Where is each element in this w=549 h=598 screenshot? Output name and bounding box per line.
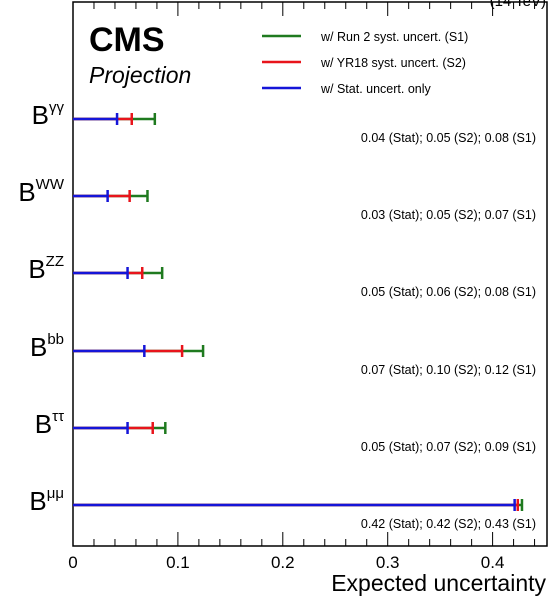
row-label: Bγγ — [32, 99, 65, 130]
row-label-superscript: ττ — [52, 408, 64, 425]
row-label-base: B — [18, 177, 35, 207]
row-annotation: 0.03 (Stat); 0.05 (S2); 0.07 (S1) — [361, 208, 536, 222]
row-label-base: B — [29, 486, 46, 516]
row-annotation: 0.05 (Stat); 0.06 (S2); 0.08 (S1) — [361, 285, 536, 299]
x-tick-label: 0.3 — [376, 553, 400, 572]
row: Bγγ 0.04 (Stat); 0.05 (S2); 0.08 (S1) — [32, 99, 536, 145]
x-tick-label: 0.1 — [166, 553, 190, 572]
row-annotation: 0.07 (Stat); 0.10 (S2); 0.12 (S1) — [361, 363, 536, 377]
row-label-base: B — [35, 409, 52, 439]
row-annotation: 0.05 (Stat); 0.07 (S2); 0.09 (S1) — [361, 440, 536, 454]
legend: w/ Run 2 syst. uncert. (S1) w/ YR18 syst.… — [262, 30, 468, 96]
row-label: Bμμ — [29, 485, 64, 516]
row-label-superscript: bb — [47, 331, 64, 348]
status-label: Projection — [89, 62, 191, 88]
row: BZZ 0.05 (Stat); 0.06 (S2); 0.08 (S1) — [28, 253, 536, 299]
row-label-base: B — [32, 100, 49, 130]
x-tick-label: 0 — [68, 553, 77, 572]
row-label-superscript: μμ — [47, 485, 64, 502]
legend-entry: w/ Stat. uncert. only — [320, 82, 432, 96]
row-label: BZZ — [28, 253, 64, 284]
legend-entry: w/ Run 2 syst. uncert. (S1) — [320, 30, 468, 44]
x-tick-label: 0.2 — [271, 553, 295, 572]
row-annotation: 0.42 (Stat); 0.42 (S2); 0.43 (S1) — [361, 517, 536, 531]
row-label-superscript: ZZ — [46, 253, 64, 270]
x-tick-label: 0.4 — [481, 553, 505, 572]
row-label-base: B — [30, 332, 47, 362]
row-label: Bbb — [30, 331, 64, 362]
row: Bμμ 0.42 (Stat); 0.42 (S2); 0.43 (S1) — [29, 485, 536, 531]
experiment-label: CMS — [89, 21, 165, 59]
luminosity-label: (14 TeV) — [490, 0, 546, 10]
row-label-superscript: WW — [36, 176, 65, 193]
row-label-superscript: γγ — [49, 99, 65, 116]
row: Bττ 0.05 (Stat); 0.07 (S2); 0.09 (S1) — [35, 408, 536, 454]
row: Bbb 0.07 (Stat); 0.10 (S2); 0.12 (S1) — [30, 331, 536, 377]
x-axis-title: Expected uncertainty — [331, 570, 546, 596]
x-axis: 0 0.1 0.2 0.3 0.4 — [68, 2, 536, 572]
legend-entry: w/ YR18 syst. uncert. (S2) — [320, 56, 466, 70]
row-label: Bττ — [35, 408, 64, 439]
row-annotation: 0.04 (Stat); 0.05 (S2); 0.08 (S1) — [361, 131, 536, 145]
row-label-base: B — [28, 254, 45, 284]
row: BWW 0.03 (Stat); 0.05 (S2); 0.07 (S1) — [18, 176, 536, 222]
row-label: BWW — [18, 176, 65, 207]
